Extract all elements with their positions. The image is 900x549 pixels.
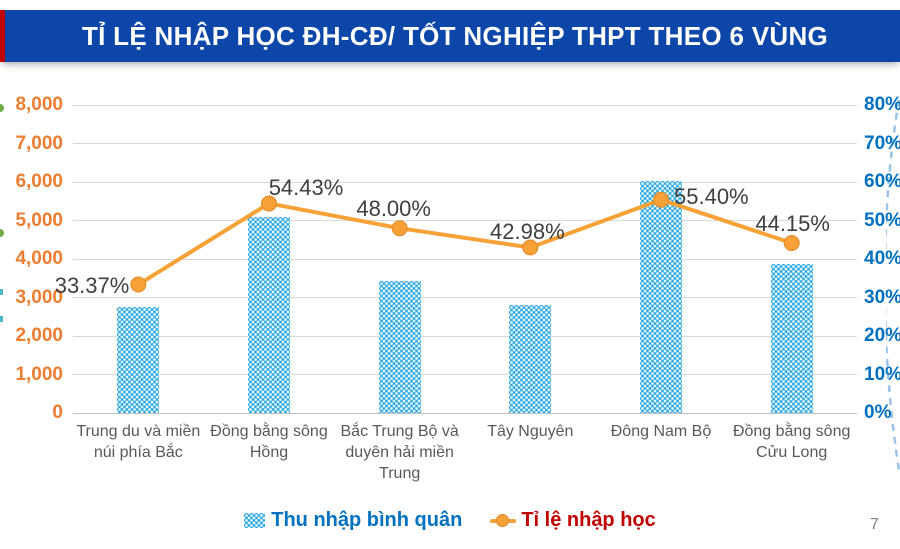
line-legend-marker [490, 513, 517, 528]
slide-title: TỈ LỆ NHẬP HỌC ĐH-CĐ/ TỐT NGHIỆP THPT TH… [81, 20, 829, 51]
category-label: Bắc Trung Bộ và duyên hải miền Trung [340, 423, 459, 482]
category-label: Đồng bằng sông Hồng [210, 423, 328, 461]
line-point-marker [522, 239, 539, 256]
left-axis-tick-label: 5,000 [15, 209, 63, 231]
line-segment [137, 197, 793, 287]
bar-thu-nhap-binh-quan [770, 263, 813, 413]
bar-thu-nhap-binh-quan [248, 216, 290, 413]
page-number: 7 [870, 516, 879, 533]
edge-decoration-dot [0, 229, 4, 237]
edge-decoration-dot [0, 104, 4, 112]
right-axis-tick-label: 10% [864, 363, 900, 385]
line-point-label: 42.98% [490, 218, 565, 244]
line-point-label: 33.37% [54, 272, 130, 298]
edge-decoration-tick [0, 316, 3, 322]
chart-legend: Thu nhập bình quân Tỉ lệ nhập học [0, 509, 900, 532]
edge-decoration-tick [0, 289, 3, 295]
bar-legend-swatch [244, 513, 266, 528]
left-axis-tick-label: 1,000 [15, 363, 63, 385]
left-axis-tick-label: 3,000 [15, 286, 63, 308]
gridline [73, 220, 857, 221]
category-label: Trung du và miền núi phía Bắc [76, 423, 201, 461]
category-label: Tây Nguyên [487, 423, 574, 440]
left-axis-tick-label: 8,000 [15, 94, 63, 115]
gridline [73, 374, 857, 375]
line-point-marker [783, 235, 800, 252]
gridline [73, 143, 857, 144]
bar-legend-label: Thu nhập bình quân [271, 509, 463, 531]
left-axis-tick-label: 6,000 [15, 171, 63, 192]
line-point-marker [391, 220, 408, 237]
right-axis-tick-label: 0% [864, 402, 892, 423]
line-point-marker [653, 191, 669, 208]
gridline [73, 258, 857, 260]
line-ti-le-nhap-hoc [130, 191, 800, 293]
right-axis-tick-label: 50% [864, 209, 900, 231]
left-axis-tick-label: 4,000 [15, 248, 63, 269]
gridline [73, 181, 857, 183]
left-axis-tick-label: 2,000 [15, 325, 63, 346]
line-point-marker [261, 195, 277, 212]
right-axis-tick-label: 80% [864, 94, 900, 115]
gridline [73, 412, 857, 414]
line-legend-label: Tỉ lệ nhập học [521, 509, 656, 531]
right-axis-tick-label: 70% [864, 132, 900, 154]
right-axis-tick-label: 60% [864, 171, 900, 192]
gridline [73, 297, 857, 298]
red-accent-stripe [0, 10, 5, 62]
category-label: Đồng bằng sông Cửu Long [732, 423, 851, 461]
line-point-label: 55.40% [674, 183, 749, 209]
gridline [73, 104, 857, 106]
line-point-label: 44.15% [755, 211, 830, 237]
right-axis-tick-label: 20% [864, 325, 900, 346]
bar-thu-nhap-binh-quan [509, 304, 552, 413]
right-axis-tick-label: 30% [864, 286, 900, 308]
bar-thu-nhap-binh-quan [117, 307, 160, 413]
bar-thu-nhap-binh-quan [640, 181, 682, 413]
category-label: Đông Nam Bộ [610, 423, 712, 440]
gridline [73, 335, 857, 337]
title-banner: TỈ LỆ NHẬP HỌC ĐH-CĐ/ TỐT NGHIỆP THPT TH… [0, 10, 900, 62]
line-legend-dot [496, 514, 510, 527]
bar-thu-nhap-binh-quan [378, 281, 421, 413]
left-axis-tick-label: 0 [52, 402, 63, 423]
line-point-marker [130, 276, 147, 293]
line-point-label: 48.00% [356, 196, 431, 222]
line-point-label: 54.43% [268, 175, 344, 201]
right-axis-tick-label: 40% [864, 248, 900, 269]
left-axis-tick-label: 7,000 [15, 132, 63, 154]
